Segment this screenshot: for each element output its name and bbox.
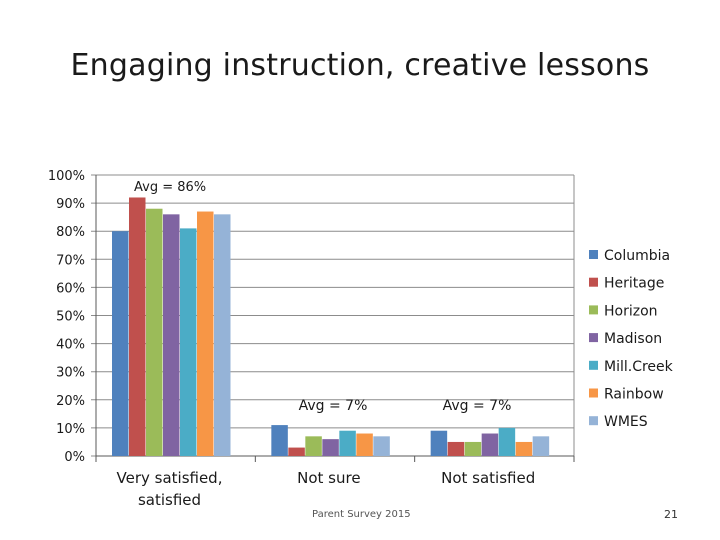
- legend-label: Madison: [604, 331, 662, 347]
- y-tick-label: 10%: [56, 422, 85, 437]
- bar-mill-creek: [498, 427, 516, 456]
- average-annotation: Avg = 86%: [134, 180, 206, 195]
- bar-mill-creek: [180, 228, 197, 456]
- legend-swatch: [589, 416, 598, 426]
- bar-madison: [163, 214, 180, 456]
- x-category-label: Not satisfied: [441, 469, 535, 487]
- y-tick-label: 60%: [56, 281, 85, 296]
- y-tick-label: 50%: [56, 310, 85, 325]
- bar-rainbow: [356, 433, 373, 456]
- y-tick-label: 30%: [56, 366, 85, 381]
- bar-horizon: [146, 208, 163, 456]
- y-tick-label: 100%: [48, 169, 85, 184]
- bar-heritage: [288, 447, 305, 456]
- y-tick-label: 70%: [56, 253, 85, 268]
- legend-label: WMES: [604, 414, 648, 430]
- x-category-label: satisfied: [138, 491, 201, 509]
- y-tick-label: 90%: [56, 197, 85, 212]
- slide-number: 21: [664, 508, 678, 521]
- legend-label: Horizon: [604, 303, 658, 319]
- bar-wmes: [373, 436, 390, 456]
- bar-heritage: [129, 197, 146, 457]
- bar-rainbow: [515, 441, 533, 456]
- legend-label: Rainbow: [604, 387, 664, 403]
- legend-swatch: [589, 333, 598, 343]
- bar-heritage: [447, 441, 465, 456]
- bar-mill-creek: [339, 430, 356, 456]
- footer-source: Parent Survey 2015: [312, 509, 411, 520]
- average-annotation: Avg = 7%: [299, 398, 368, 414]
- legend-swatch: [589, 360, 598, 370]
- legend-swatch: [589, 277, 598, 287]
- bar-wmes: [532, 436, 550, 456]
- x-category-label: Very satisfied,: [117, 469, 223, 487]
- legend-swatch: [589, 388, 598, 398]
- y-tick-label: 0%: [64, 450, 85, 465]
- x-category-label: Not sure: [297, 469, 360, 487]
- bar-rainbow: [197, 211, 214, 456]
- slide-title: Engaging instruction, creative lessons: [70, 48, 650, 83]
- legend-label: Heritage: [604, 276, 664, 292]
- bar-columbia: [271, 425, 288, 456]
- y-tick-label: 40%: [56, 338, 85, 353]
- bar-columbia: [430, 430, 448, 456]
- legend-swatch: [589, 305, 598, 315]
- y-tick-label: 20%: [56, 394, 85, 409]
- legend-label: Columbia: [604, 248, 670, 264]
- bar-columbia: [112, 231, 129, 456]
- average-annotation: Avg = 7%: [443, 398, 512, 414]
- bar-horizon: [305, 436, 322, 456]
- legend-label: Mill.Creek: [604, 359, 674, 375]
- legend-swatch: [589, 250, 598, 259]
- bar-horizon: [464, 441, 482, 456]
- bar-madison: [322, 439, 339, 456]
- bar-wmes: [214, 214, 231, 456]
- y-tick-label: 80%: [56, 225, 85, 240]
- bar-madison: [481, 433, 499, 456]
